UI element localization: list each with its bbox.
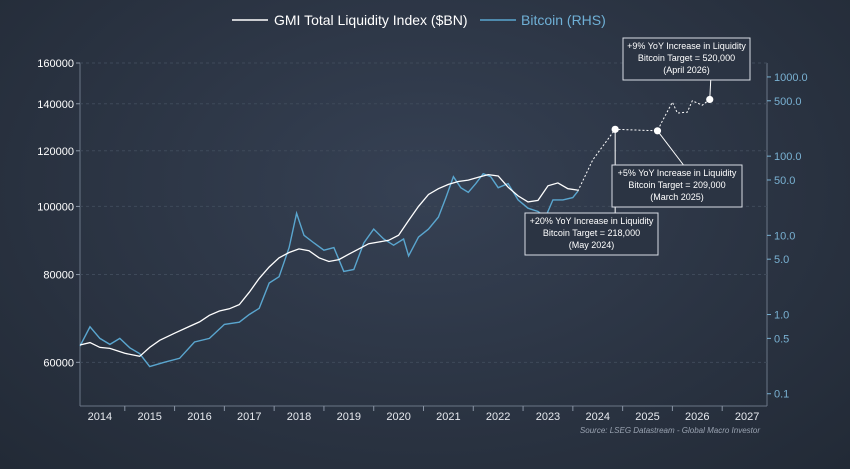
left-tick-label-140000: 140000 [37,99,74,111]
x-tick-label-2019: 2019 [337,411,361,423]
legend-bitcoin-label: Bitcoin (RHS) [521,12,606,28]
right-tick-label-50: 50.0 [774,175,795,187]
right-tick-label-100: 100.0 [774,151,802,163]
annotation-point-1 [611,125,619,133]
x-tick-label-2018: 2018 [287,411,311,423]
annotation-point-2 [653,127,662,135]
bitcoin-projection-line [577,99,711,192]
annotation-1: +20% YoY Increase in Liquidity Bitcoin Ta… [524,125,659,256]
x-tick-label-2022: 2022 [486,411,510,423]
right-tick-label-1000: 1000.0 [774,72,808,84]
left-tick-label-60000: 60000 [43,357,74,369]
annotation-text-1-2: Bitcoin Target = 218,000 [543,228,640,238]
right-tick-label-5: 5.0 [774,254,789,266]
liquidity-series-line [79,173,578,358]
legend-liquidity-label: GMI Total Liquidity Index ($BN) [274,12,468,28]
left-tick-label-80000: 80000 [43,270,74,282]
x-tick-label-2014: 2014 [88,411,112,423]
annotation-box-3 [622,37,751,81]
x-tick-label-2025: 2025 [635,411,659,423]
legend: GMI Total Liquidity Index ($BN) Bitcoin … [232,12,606,28]
x-tick-label-2027: 2027 [735,411,759,423]
annotation-text-1-3: (May 2024) [569,240,615,250]
x-tick-label-2021: 2021 [436,411,460,423]
x-tick-label-2024: 2024 [585,411,609,423]
annotation-text-3-1: +9% YoY Increase in Liquidity [627,41,746,51]
annotation-2: +5% YoY Increase in Liquidity Bitcoin Tar… [611,127,743,208]
left-tick-label-160000: 160000 [37,58,74,70]
annotation-text-3-2: Bitcoin Target = 520,000 [638,53,735,63]
right-tick-label-1: 1.0 [774,310,789,322]
right-tick-label-10: 10.0 [774,230,795,242]
x-axis-ticks: 2014 2015 2016 2017 2018 2019 2020 2021 2022 2023… [88,406,759,423]
source-note: Source: LSEG Datastream - Global Macro I… [580,426,760,435]
right-tick-label-0.5: 0.5 [774,333,789,345]
annotation-text-3-3: (April 2026) [663,65,710,75]
gridlines [80,62,767,363]
annotation-text-2-1: +5% YoY Increase in Liquidity [618,168,737,178]
right-tick-label-500: 500.0 [774,96,802,108]
left-tick-label-100000: 100000 [37,201,74,213]
bitcoin-series-line [79,172,579,368]
annotation-3: +9% YoY Increase in Liquidity Bitcoin Tar… [622,37,751,104]
right-axis-ticks: 0.1 0.5 1.0 5.0 10.0 50.0 100.0 500.0 1000.0 [767,72,808,401]
x-tick-label-2023: 2023 [536,411,560,423]
target-annotations: +20% YoY Increase in Liquidity Bitcoin Ta… [524,37,751,256]
left-tick-label-120000: 120000 [37,146,74,158]
x-tick-label-2017: 2017 [237,411,261,423]
annotation-box-2 [611,164,743,208]
x-tick-label-2020: 2020 [386,411,410,423]
annotation-box-1 [524,212,659,256]
x-tick-label-2026: 2026 [685,411,709,423]
right-tick-label-0.1: 0.1 [774,389,789,401]
annotation-connector-2 [657,130,684,166]
annotation-text-2-2: Bitcoin Target = 209,000 [628,180,725,190]
x-tick-label-2015: 2015 [137,411,161,423]
left-axis-ticks: 60000 80000 100000 120000 140000 160000 [37,58,80,369]
annotation-point-3 [706,95,714,104]
x-tick-label-2016: 2016 [187,411,211,423]
annotation-text-2-3: (March 2025) [650,192,704,202]
annotation-text-1-1: +20% YoY Increase in Liquidity [530,216,654,226]
